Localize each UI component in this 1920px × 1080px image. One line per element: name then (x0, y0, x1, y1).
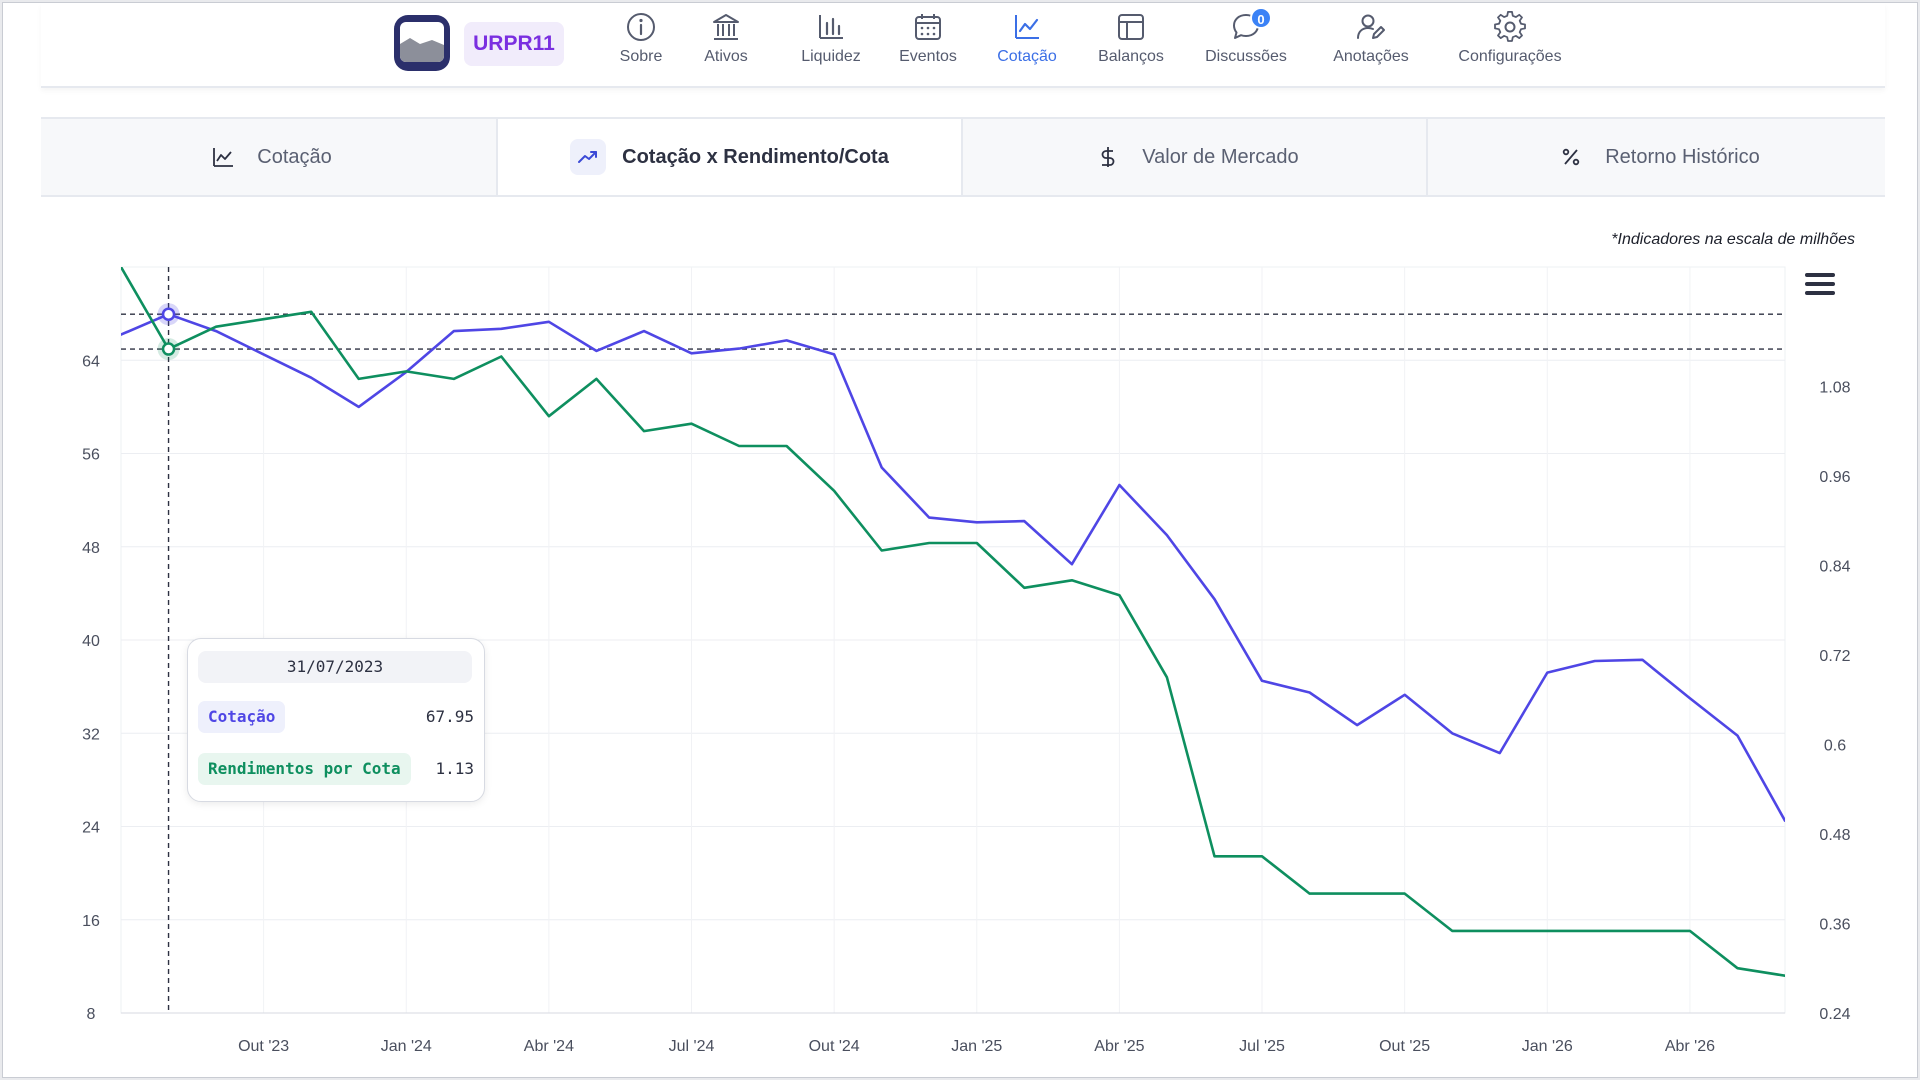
nav-item-liquidez[interactable]: Liquidez (793, 11, 869, 77)
tab-label: Cotação (257, 145, 332, 168)
tab-label: Valor de Mercado (1142, 145, 1299, 168)
y-left-tick-label: 24 (82, 820, 100, 837)
line-chart-icon (1015, 15, 1039, 39)
tooltip-series-name: Cotação (198, 701, 286, 733)
chart-menu-button[interactable] (1805, 273, 1835, 299)
menu-line (1805, 291, 1835, 295)
nav-label: Ativos (704, 48, 748, 65)
user-edit-icon (1357, 14, 1385, 39)
top-navigation: URPR11 Sobre Ativos (41, 3, 1885, 88)
x-tick-label: Jan '25 (951, 1038, 1002, 1055)
y-left-tick-label: 64 (82, 353, 100, 370)
info-icon (627, 13, 655, 41)
y-left-tick-label: 8 (87, 1006, 96, 1023)
x-tick-label: Out '23 (238, 1038, 289, 1055)
y-left-tick-label: 48 (82, 540, 100, 557)
chart-container: *Indicadores na escala de milhões 8 16 24 3… (41, 195, 1885, 1078)
x-tick-label: Jan '24 (381, 1038, 432, 1055)
tooltip-series-name: Rendimentos por Cota (198, 753, 411, 785)
nav-item-anotacoes[interactable]: Anotações (1327, 11, 1415, 77)
y-right-tick-label: 0.24 (1819, 1006, 1850, 1023)
tooltip-series-value: 1.13 (435, 759, 474, 778)
x-tick-label: Abr '24 (524, 1038, 574, 1055)
y-right-tick-label: 0.72 (1819, 648, 1850, 665)
percent-icon (1553, 139, 1589, 175)
chart-tabs: Cotação Cotação x Rendimento/Cota (41, 117, 1885, 197)
nav-label: Configurações (1458, 48, 1562, 65)
tab-label: Retorno Histórico (1605, 145, 1760, 168)
nav-label: Balanços (1098, 48, 1164, 65)
tab-label: Cotação x Rendimento/Cota (622, 145, 889, 168)
y-right-tick-label: 0.84 (1819, 558, 1850, 575)
x-tick-label: Abr '25 (1094, 1038, 1144, 1055)
x-tick-label: Jul '25 (1239, 1038, 1285, 1055)
scale-note: *Indicadores na escala de milhões (1611, 231, 1855, 248)
tab-cotacao[interactable]: Cotação (41, 119, 496, 195)
y-left-tick-label: 56 (82, 447, 100, 464)
gear-icon (1494, 11, 1526, 42)
y-right-tick-label: 0.48 (1819, 827, 1850, 844)
nav-label: Eventos (899, 48, 957, 65)
line-chart[interactable]: 8 16 24 32 40 48 56 64 0.24 0.36 0.48 0.6 0.72 0.84 0.… (41, 195, 1885, 1078)
nav-item-ativos[interactable]: Ativos (698, 11, 754, 77)
tab-valor-de-mercado[interactable]: Valor de Mercado (961, 119, 1426, 195)
nav-label: Anotações (1333, 48, 1409, 65)
hover-point-cotacao (161, 307, 176, 321)
layout-icon (1118, 14, 1144, 40)
hover-point-rendimento (161, 342, 176, 356)
dollar-icon (1090, 139, 1126, 175)
line-chart-icon (205, 139, 241, 175)
y-right-tick-label: 0.96 (1819, 469, 1850, 486)
tab-cotacao-rendimento[interactable]: Cotação x Rendimento/Cota (496, 119, 961, 195)
x-tick-label: Jan '26 (1522, 1038, 1573, 1055)
nav-label: Discussões (1205, 48, 1287, 65)
nav-item-discussoes[interactable]: 0 Discussões (1199, 7, 1293, 77)
bar-chart-icon (819, 15, 843, 39)
fund-logo[interactable] (394, 15, 450, 71)
app-shell: URPR11 Sobre Ativos (41, 3, 1885, 1078)
nav-item-configuracoes[interactable]: Configurações (1452, 11, 1568, 77)
series-line-cotacao (121, 312, 1785, 823)
y-left-tick-label: 16 (82, 913, 100, 930)
ticker-badge: URPR11 (464, 22, 564, 66)
x-tick-label: Jul '24 (669, 1038, 715, 1055)
tab-retorno-historico[interactable]: Retorno Histórico (1426, 119, 1885, 195)
y-left-tick-label: 40 (82, 633, 100, 650)
menu-line (1805, 282, 1835, 286)
menu-line (1805, 273, 1835, 277)
x-tick-label: Abr '26 (1665, 1038, 1715, 1055)
y-left-tick-label: 32 (82, 726, 100, 743)
y-right-tick-label: 0.6 (1824, 737, 1846, 754)
nav-item-balancos[interactable]: Balanços (1093, 11, 1169, 77)
nav-label: Liquidez (801, 48, 861, 65)
notification-badge: 0 (1250, 7, 1272, 29)
nav-item-sobre[interactable]: Sobre (614, 11, 668, 77)
tooltip-row-cotacao: Cotação 67.95 (198, 701, 474, 733)
nav-item-eventos[interactable]: Eventos (894, 11, 962, 77)
bank-icon (713, 14, 739, 40)
x-tick-label: Out '24 (809, 1038, 860, 1055)
y-right-tick-label: 0.36 (1819, 916, 1850, 933)
tooltip-series-value: 67.95 (425, 707, 474, 726)
landscape-icon (400, 38, 444, 62)
y-right-tick-label: 1.08 (1819, 379, 1850, 396)
nav-label: Sobre (619, 48, 663, 65)
nav-label: Cotação (997, 48, 1057, 65)
chart-tooltip: 31/07/2023 Cotação 67.95 Rendimentos por… (187, 638, 485, 802)
x-tick-label: Out '25 (1379, 1038, 1430, 1055)
nav-item-cotacao[interactable]: Cotação (991, 11, 1063, 77)
tooltip-date: 31/07/2023 (198, 651, 472, 683)
tooltip-row-rendimento: Rendimentos por Cota 1.13 (198, 753, 474, 785)
series-line-rendimento (121, 267, 1785, 978)
trending-up-icon (570, 139, 607, 175)
calendar-icon (915, 14, 941, 40)
